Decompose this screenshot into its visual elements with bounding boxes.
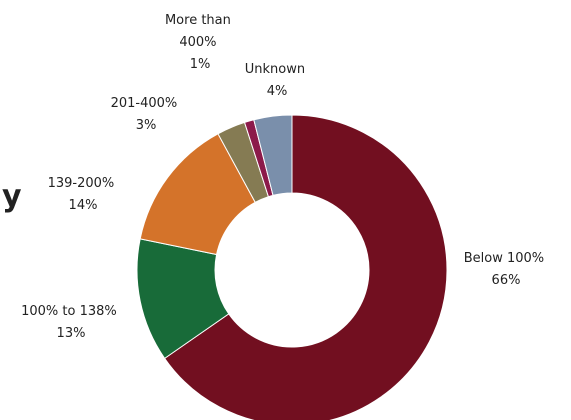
donut-hole (215, 193, 369, 347)
label-more-than-400: More than 400% 1% (165, 13, 235, 72)
label-100-to-138: 100% to 138% 13% (21, 304, 121, 341)
label-below-100: Below 100% 66% (464, 251, 549, 288)
label-unknown: Unknown 4% (245, 62, 310, 99)
label-139-to-200: 139-200% 14% (48, 176, 119, 213)
label-201-to-400: 201-400% 3% (111, 96, 182, 133)
slice-labels: Below 100% 66% 100% to 138% 13% 139-200%… (21, 13, 549, 341)
clipped-text-fragment: y (2, 179, 22, 214)
donut-slices (136, 114, 448, 420)
